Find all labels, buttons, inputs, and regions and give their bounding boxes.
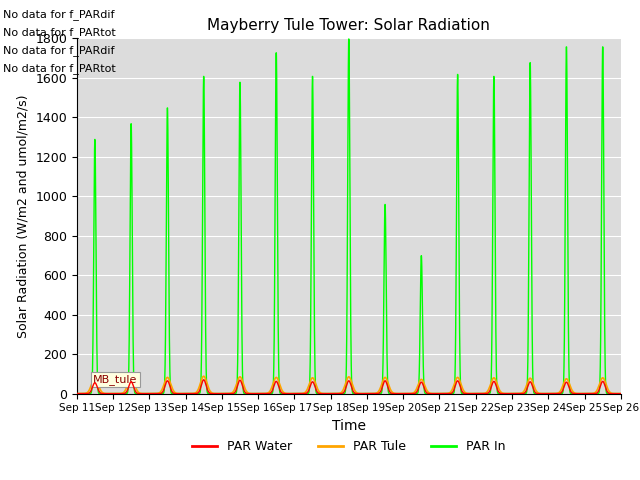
Text: No data for f_PARtot: No data for f_PARtot (3, 27, 116, 38)
Text: No data for f_PARdif: No data for f_PARdif (3, 45, 115, 56)
Text: No data for f_PARdif: No data for f_PARdif (3, 9, 115, 20)
Y-axis label: Solar Radiation (W/m2 and umol/m2/s): Solar Radiation (W/m2 and umol/m2/s) (17, 94, 29, 338)
Text: No data for f_PARtot: No data for f_PARtot (3, 63, 116, 74)
Title: Mayberry Tule Tower: Solar Radiation: Mayberry Tule Tower: Solar Radiation (207, 18, 490, 33)
X-axis label: Time: Time (332, 419, 366, 433)
Legend: PAR Water, PAR Tule, PAR In: PAR Water, PAR Tule, PAR In (188, 435, 510, 458)
Text: MB_tule: MB_tule (93, 374, 138, 384)
